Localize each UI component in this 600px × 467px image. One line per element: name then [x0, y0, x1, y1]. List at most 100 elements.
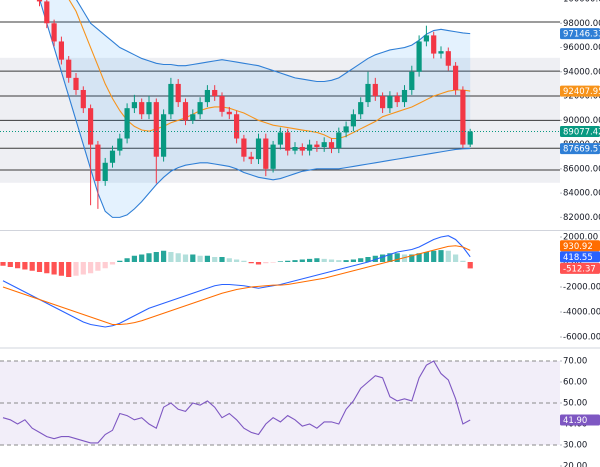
candle-body — [467, 131, 473, 145]
histogram-bar — [423, 252, 429, 262]
candle-body — [212, 89, 218, 97]
candle-body — [460, 89, 466, 145]
histogram-bar — [270, 262, 276, 263]
y-tick-label: 20.00 — [563, 462, 587, 467]
price-badge — [560, 262, 600, 274]
candle-body — [321, 142, 327, 148]
candle-body — [36, 0, 43, 2]
histogram-bar — [255, 262, 262, 265]
y-tick-label: 2000.00 — [563, 233, 598, 243]
histogram-bar — [22, 262, 28, 270]
candle-body — [51, 23, 57, 42]
candle-body — [66, 59, 72, 78]
candle-body — [401, 89, 408, 103]
histogram-bar — [73, 262, 79, 276]
price-badge-label: 97146.33 — [563, 30, 600, 40]
histogram-bar — [117, 260, 123, 262]
candle-body — [58, 41, 64, 60]
indicator-line — [2, 235, 471, 328]
pane — [0, 360, 560, 446]
histogram-bar — [277, 261, 283, 262]
price-badge-label: -512.37 — [563, 264, 596, 274]
price-badge-label: 41.90 — [563, 416, 587, 426]
candle-body — [80, 89, 86, 109]
candle-body — [380, 96, 386, 109]
candle-body — [365, 83, 371, 103]
candle-body — [161, 114, 167, 157]
histogram-bar — [321, 258, 327, 262]
y-tick-label: 30.00 — [563, 441, 587, 451]
y-tick-label: 0.00 — [563, 258, 582, 268]
candle-body — [131, 102, 137, 109]
histogram-bar — [299, 259, 305, 262]
histogram-bar — [394, 253, 400, 262]
price-badge — [560, 251, 600, 263]
histogram-bar — [380, 254, 386, 262]
y-tick-label: -6000.00 — [563, 333, 600, 343]
candle-body — [241, 138, 247, 157]
y-tick-label: 84000.00 — [563, 189, 600, 199]
candle-body — [248, 156, 254, 160]
histogram-bar — [58, 262, 64, 276]
histogram-bar — [102, 262, 108, 269]
histogram-bar — [248, 262, 254, 264]
candle-body — [285, 132, 291, 151]
candle-body — [95, 144, 101, 181]
y-tick-label: 60.00 — [563, 378, 587, 388]
candle-body — [139, 102, 145, 115]
price-badge-label: 418.55 — [563, 253, 593, 263]
candle-body — [117, 138, 123, 151]
price-badge — [560, 85, 600, 97]
candle-body — [343, 126, 349, 133]
indicator-line — [2, 360, 471, 444]
histogram-bar — [409, 254, 415, 262]
candle-body — [416, 41, 422, 72]
candle-body — [299, 147, 305, 151]
candle-body — [88, 108, 94, 145]
histogram-bar — [29, 262, 35, 271]
y-tick-label: 82000.00 — [563, 213, 600, 223]
histogram-bar — [161, 250, 167, 262]
candle-body — [336, 132, 342, 149]
price-badge — [560, 126, 600, 138]
indicator-line — [2, 245, 471, 326]
histogram-bar — [146, 253, 152, 262]
candle-body — [394, 96, 400, 103]
candle-body — [182, 102, 189, 121]
candle-body — [350, 114, 356, 127]
candle-body — [124, 108, 130, 139]
histogram-bar — [139, 254, 145, 262]
histogram-bar — [307, 258, 313, 262]
candle-body — [226, 111, 232, 115]
price-badge — [560, 240, 600, 252]
candle-body — [190, 114, 196, 121]
candle-body — [255, 138, 262, 160]
histogram-bar — [226, 258, 232, 262]
y-tick-label: -4000.00 — [563, 308, 600, 318]
histogram-bar — [431, 250, 437, 262]
candle-body — [358, 102, 364, 115]
candle-body — [445, 51, 451, 66]
histogram-bar — [44, 262, 50, 274]
histogram-bar — [416, 253, 422, 262]
histogram-bar — [66, 262, 72, 277]
histogram-bar — [131, 255, 137, 262]
candle-body — [423, 35, 429, 42]
histogram-bar — [168, 252, 174, 262]
y-tick-label: 96000.00 — [563, 43, 600, 53]
band-fill — [39, 0, 471, 218]
histogram-bar — [350, 259, 356, 262]
y-tick-label: -2000.00 — [563, 283, 600, 293]
candle-body — [234, 114, 240, 139]
histogram-bar — [36, 262, 43, 272]
histogram-bar — [241, 260, 247, 262]
histogram-bar — [372, 255, 378, 262]
price-badge-label: 930.92 — [563, 242, 593, 252]
histogram-bar — [80, 262, 86, 275]
candle-body — [146, 102, 152, 115]
price-badge — [560, 414, 600, 426]
price-badge — [560, 28, 600, 40]
candle-body — [109, 150, 116, 163]
candle-body — [307, 144, 313, 151]
